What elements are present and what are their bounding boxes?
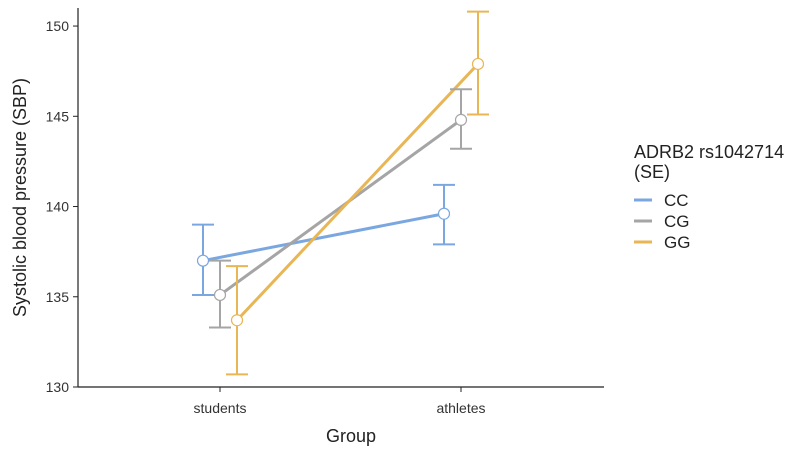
data-point-gg (230, 314, 244, 327)
legend-label-cg: CG (664, 212, 690, 231)
data-point-cc (437, 207, 451, 220)
y-tick-label: 150 (46, 18, 70, 34)
legend-title: (SE) (634, 162, 670, 182)
y-tick-label: 135 (46, 289, 70, 305)
y-tick-label: 140 (46, 199, 70, 215)
y-tick-label: 145 (46, 108, 70, 124)
legend-label-gg: GG (664, 233, 690, 252)
y-tick-label: 130 (46, 379, 70, 395)
legend-title: ADRB2 rs1042714 (634, 142, 784, 162)
plot-area (192, 10, 489, 376)
series-line-cc (202, 212, 445, 263)
series-line-gg (235, 62, 480, 322)
legend: ADRB2 rs1042714(SE) CC CG GG (634, 142, 784, 252)
series-line-cg (219, 118, 462, 297)
data-point-cg (454, 113, 468, 126)
y-axis-title: Systolic blood pressure (SBP) (10, 78, 30, 317)
x-tick-label: students (194, 400, 247, 416)
legend-label-cc: CC (664, 191, 689, 210)
data-point-cg (213, 288, 227, 302)
axes: 130 135 140 145 150 students athletes Group Syst… (10, 8, 604, 446)
data-point-cc (196, 254, 210, 267)
x-tick-label: athletes (436, 400, 485, 416)
x-axis-title: Group (326, 426, 376, 446)
data-point-gg (471, 57, 485, 71)
